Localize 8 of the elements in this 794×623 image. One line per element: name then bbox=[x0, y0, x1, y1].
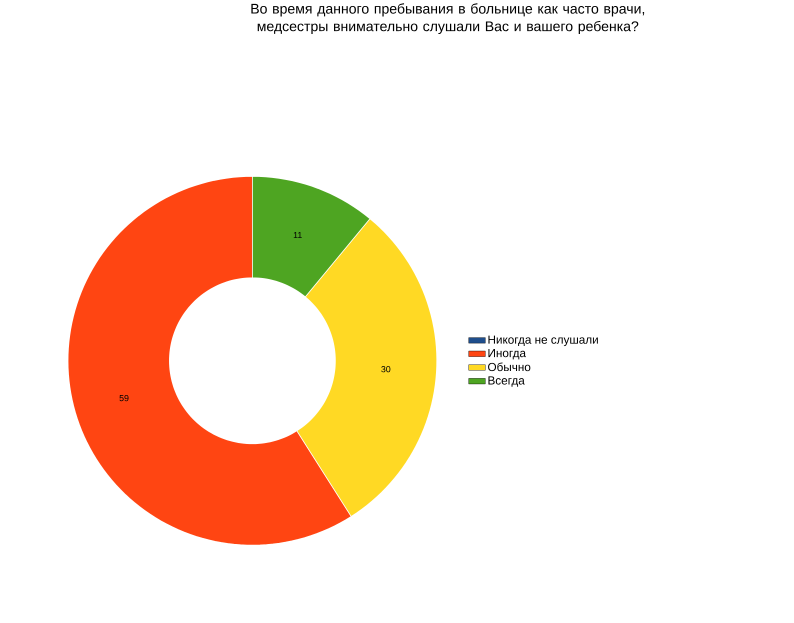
legend-label: Иногда bbox=[488, 349, 526, 360]
legend-label: Никогда не слушали bbox=[488, 336, 598, 346]
data-label: 11 bbox=[294, 232, 302, 238]
data-label: 30 bbox=[381, 366, 390, 372]
chart-title: Во время данного пребывания в больнице как часто врачи, медсестры внимательно слушали Вас и вашего ребенка? bbox=[251, 3, 644, 34]
legend-label: Всегда bbox=[488, 376, 525, 387]
data-label: 59 bbox=[119, 394, 128, 402]
legend-label: Обычно bbox=[488, 362, 530, 372]
